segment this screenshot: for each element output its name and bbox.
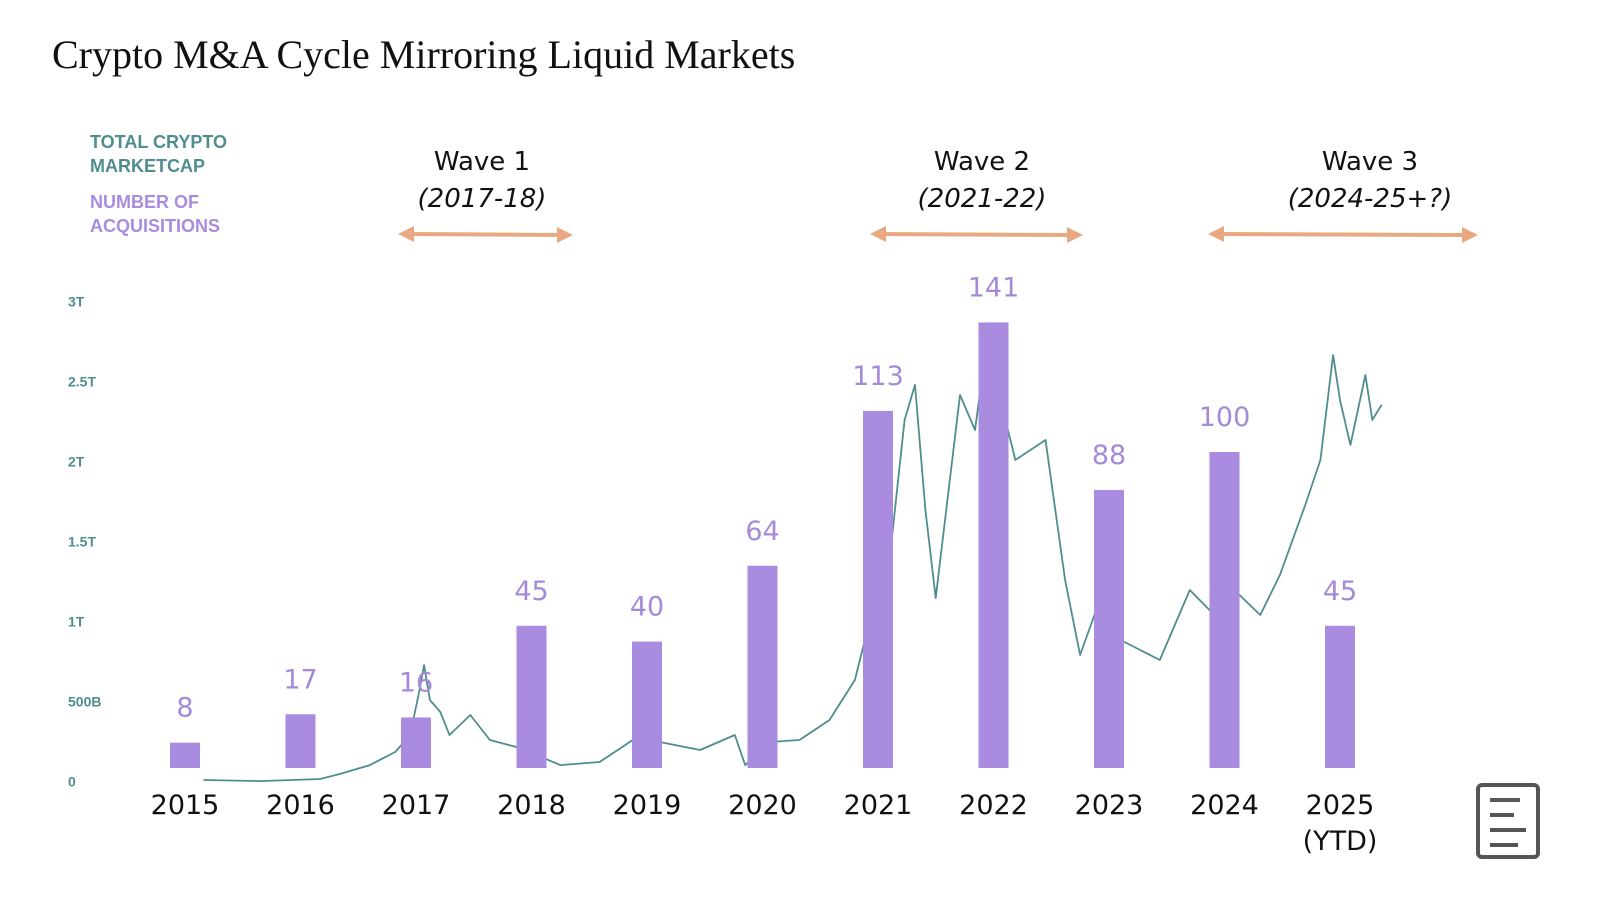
bar-value-label: 45 [1323, 576, 1357, 607]
x-tick-label: 2017 [382, 790, 451, 821]
bar [1325, 625, 1355, 768]
bar [1209, 452, 1240, 768]
y-tick-label: 2.5T [68, 374, 96, 390]
bar [978, 322, 1009, 768]
wave-label: Wave 2 [934, 147, 1030, 177]
bar [863, 410, 893, 768]
bar [1094, 489, 1124, 768]
x-tick-label: 2025 (YTD) [1303, 790, 1378, 857]
bar-value-label: 88 [1092, 440, 1126, 471]
legend-line: TOTAL CRYPTO MARKETCAP [90, 132, 228, 176]
bar-value-label: 113 [852, 361, 904, 392]
bar [632, 641, 662, 768]
x-tick-label: 2016 [266, 790, 335, 821]
legend-bars: NUMBER OF ACQUISITIONS [90, 192, 221, 236]
bar [285, 714, 316, 768]
y-tick-label: 2T [68, 454, 85, 470]
y-tick-label: 1.5T [68, 534, 96, 550]
bar-value-label: 16 [399, 667, 433, 698]
wave-period: (2017-18) [418, 184, 547, 214]
x-tick-label: 2020 [728, 790, 797, 821]
wave-label: Wave 3 [1322, 147, 1418, 177]
y-tick-label: 500B [68, 694, 101, 710]
wave-arrow [402, 232, 569, 237]
bar [170, 742, 200, 768]
bar-value-label: 8 [176, 693, 193, 724]
x-tick-label: 2015 [151, 790, 220, 821]
x-tick-label: 2018 [497, 790, 566, 821]
wave-period: (2024-25+?) [1288, 184, 1453, 214]
bar [401, 717, 431, 768]
wave-label: Wave 1 [434, 147, 530, 177]
bar-value-label: 40 [630, 592, 664, 623]
x-tick-label: 2022 [959, 790, 1028, 821]
logo [1476, 783, 1540, 859]
chart-title: Crypto M&A Cycle Mirroring Liquid Market… [52, 32, 795, 77]
bar-value-label: 141 [968, 272, 1020, 303]
bar-value-label: 64 [745, 516, 779, 547]
bar-value-label: 100 [1199, 402, 1251, 433]
bar-value-label: 45 [514, 576, 548, 607]
x-tick-label: 2023 [1075, 790, 1144, 821]
wave-arrow [1212, 232, 1474, 237]
wave-arrow [874, 232, 1079, 237]
bar [516, 625, 547, 768]
y-tick-label: 0 [68, 774, 76, 790]
bar [747, 565, 778, 768]
x-tick-label: 2019 [613, 790, 682, 821]
x-tick-label: 2021 [844, 790, 913, 821]
wave-period: (2021-22) [918, 184, 1047, 214]
bar-value-label: 17 [283, 664, 317, 695]
y-tick-label: 1T [68, 614, 85, 630]
y-tick-label: 3T [68, 294, 85, 310]
x-tick-label: 2024 [1190, 790, 1259, 821]
